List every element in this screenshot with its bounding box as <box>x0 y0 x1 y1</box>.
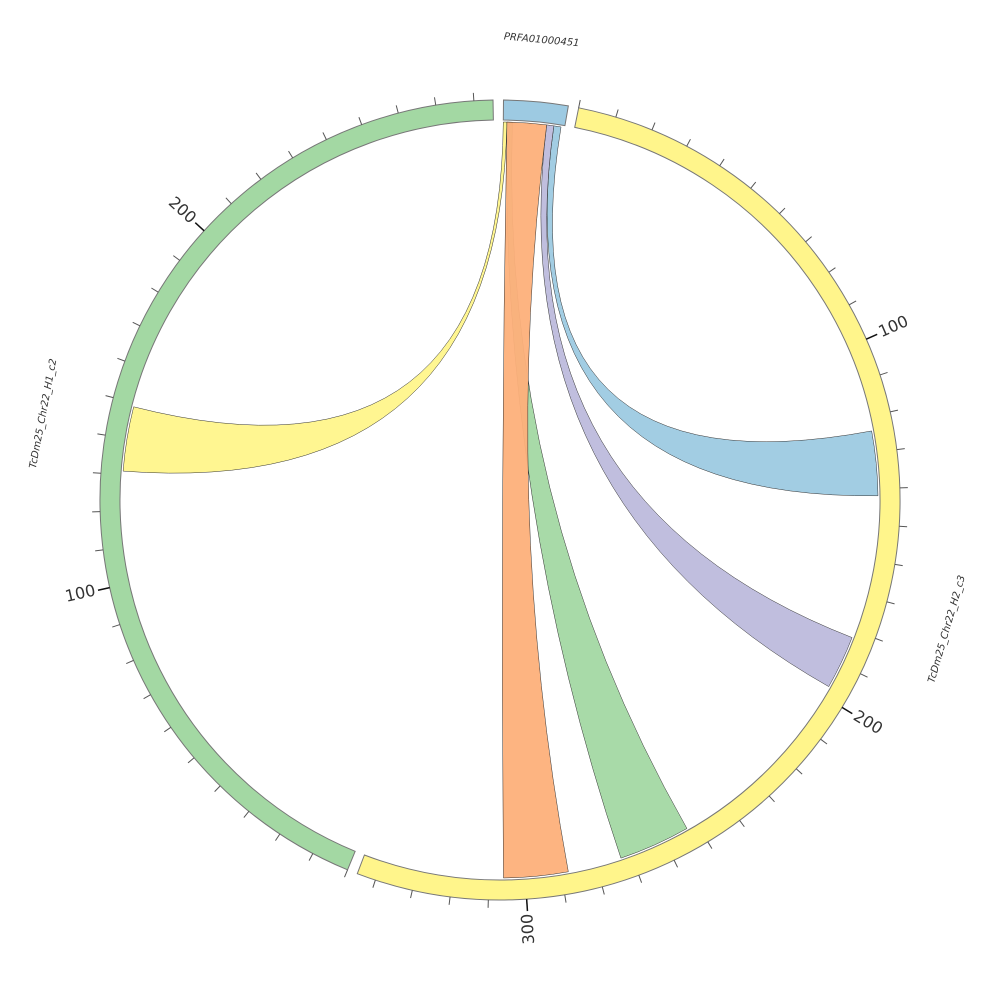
tick-mark <box>578 99 581 108</box>
tick-mark <box>225 197 232 205</box>
tick-mark <box>143 694 151 700</box>
major-tick <box>97 586 110 591</box>
tick-mark <box>95 549 104 552</box>
tick-mark <box>214 785 221 792</box>
tick-mark <box>779 207 786 215</box>
tick-mark <box>448 896 451 905</box>
tick-label: 100 <box>63 581 97 606</box>
tick-mark <box>275 833 281 841</box>
link-ribbon <box>540 124 853 687</box>
tick-mark <box>638 874 643 883</box>
sector <box>502 99 569 127</box>
tick-mark <box>112 624 121 628</box>
tick-mark <box>117 357 126 362</box>
tick-mark <box>894 563 903 567</box>
sector <box>99 99 494 871</box>
tick-mark <box>163 726 172 733</box>
tick-mark <box>472 92 475 101</box>
tick-mark <box>848 300 857 306</box>
tick-label: 100 <box>875 311 911 341</box>
tick-mark <box>719 158 725 167</box>
tick-mark <box>105 395 114 399</box>
tick-mark <box>750 181 757 189</box>
tick-mark <box>433 97 437 106</box>
tick-mark <box>322 132 327 140</box>
link-ribbon <box>122 121 508 474</box>
tick-mark <box>173 255 181 261</box>
tick-mark <box>395 105 399 114</box>
tick-mark <box>768 795 775 803</box>
tick-mark <box>601 886 605 895</box>
tick-mark <box>820 738 828 745</box>
tick-mark <box>344 869 349 878</box>
tick-mark <box>132 321 141 327</box>
tick-mark <box>97 433 106 436</box>
tick-mark <box>615 109 619 118</box>
tick-label: 200 <box>165 193 200 228</box>
tick-mark <box>890 409 899 413</box>
tick-mark <box>805 236 812 243</box>
sector-label: PRFA01000451 <box>503 31 580 49</box>
tick-mark <box>151 287 159 293</box>
tick-label: 300 <box>517 913 538 945</box>
tick-mark <box>288 150 294 159</box>
tick-mark <box>243 811 250 818</box>
tick-mark <box>126 659 134 665</box>
major-tick <box>865 333 878 340</box>
tick-mark <box>92 472 101 474</box>
tick-mark <box>187 757 195 764</box>
tick-mark <box>795 768 803 775</box>
link-ribbon <box>502 121 569 879</box>
tick-mark <box>879 371 888 376</box>
tick-mark <box>886 601 895 605</box>
tick-mark <box>896 448 905 451</box>
sector <box>356 107 901 901</box>
tick-mark <box>358 116 363 125</box>
tick-mark <box>372 879 376 888</box>
tick-label: 200 <box>850 706 886 738</box>
sector-label: TcDm25_Chr22_H1_c2 <box>28 358 59 470</box>
major-tick <box>194 222 205 232</box>
link-ribbon <box>546 125 879 497</box>
tick-mark <box>308 853 314 861</box>
major-tick <box>525 899 529 912</box>
tick-mark <box>410 890 413 899</box>
tick-mark <box>651 122 656 131</box>
tick-mark <box>255 172 262 180</box>
tick-mark <box>739 820 745 828</box>
major-tick <box>841 706 853 715</box>
tick-mark <box>686 138 691 147</box>
tick-mark <box>860 673 868 678</box>
tick-mark <box>707 841 713 849</box>
sector-label: TcDm25_Chr22_H2_c3 <box>926 574 967 684</box>
tick-mark <box>564 894 567 903</box>
tick-mark <box>673 859 679 868</box>
tick-mark <box>828 267 836 273</box>
tick-mark <box>899 525 908 528</box>
tick-mark <box>875 637 883 642</box>
